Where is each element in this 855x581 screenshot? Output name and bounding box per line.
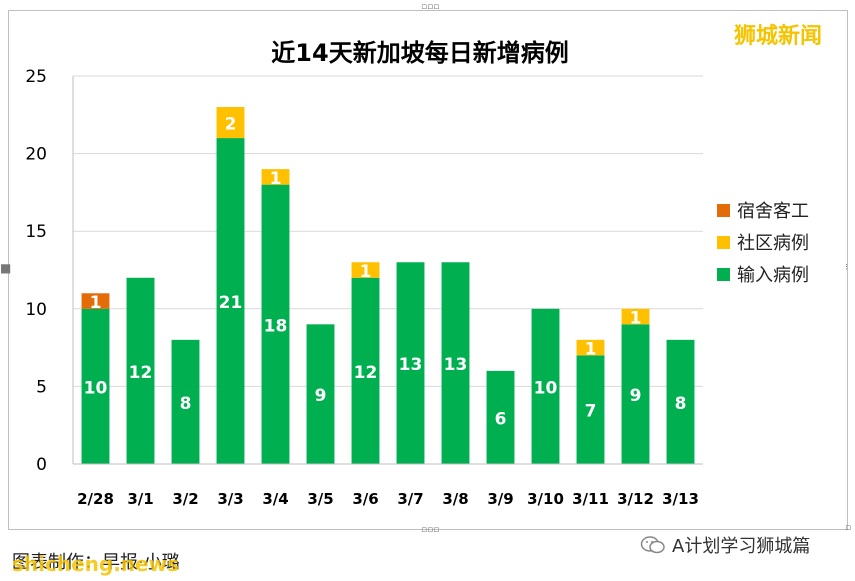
x-tick-label: 2/28 bbox=[77, 490, 114, 508]
gridlines bbox=[73, 75, 703, 465]
resize-handle-corner[interactable]: ▫ bbox=[845, 523, 852, 533]
bar-segment bbox=[261, 184, 290, 464]
y-axis: 0 5 10 15 20 25 bbox=[25, 67, 74, 475]
data-label: 1 bbox=[270, 169, 282, 189]
bar-segment bbox=[126, 277, 155, 464]
legend-swatch bbox=[717, 236, 730, 249]
data-label: 6 bbox=[495, 409, 507, 429]
legend-label: 社区病例 bbox=[737, 233, 809, 254]
y-tick-label: 25 bbox=[25, 67, 47, 87]
bar-segment bbox=[396, 262, 425, 464]
legend-label: 输入病例 bbox=[737, 265, 809, 286]
legend-swatch bbox=[717, 204, 730, 217]
chart-title: 近14天新加坡每日新增病例 bbox=[271, 39, 568, 67]
bar-segment bbox=[441, 262, 470, 464]
data-label: 10 bbox=[84, 378, 108, 398]
data-label: 12 bbox=[354, 363, 378, 383]
data-label: 21 bbox=[219, 293, 243, 313]
wechat-icon bbox=[640, 536, 665, 554]
resize-handle-right[interactable]: ⁝ bbox=[845, 263, 848, 273]
data-label: 12 bbox=[129, 363, 153, 383]
data-label: 2 bbox=[225, 115, 237, 135]
x-tick-label: 3/10 bbox=[527, 490, 564, 508]
data-label: 10 bbox=[534, 378, 558, 398]
bar-segment bbox=[351, 277, 380, 464]
resize-handle-left[interactable]: ■ bbox=[0, 261, 12, 275]
bar-segment bbox=[216, 138, 245, 464]
data-label: 1 bbox=[90, 293, 102, 313]
x-tick-label: 3/9 bbox=[487, 490, 513, 508]
x-tick-label: 3/3 bbox=[217, 490, 243, 508]
x-tick-label: 3/11 bbox=[572, 490, 609, 508]
source-credit: A计划学习狮城篇 bbox=[640, 532, 810, 558]
data-label: 13 bbox=[444, 355, 468, 375]
data-label: 8 bbox=[675, 394, 687, 414]
bar-segment bbox=[531, 308, 560, 464]
y-tick-label: 20 bbox=[25, 145, 47, 165]
y-tick-label: 5 bbox=[36, 377, 47, 397]
legend-swatch bbox=[717, 268, 730, 281]
bar-segment bbox=[666, 339, 695, 464]
data-label: 1 bbox=[585, 340, 597, 360]
bar-segment bbox=[216, 107, 245, 139]
data-label: 7 bbox=[585, 402, 597, 422]
x-tick-label: 3/6 bbox=[352, 490, 378, 508]
y-tick-label: 0 bbox=[36, 455, 47, 475]
data-label: 18 bbox=[264, 316, 288, 336]
resize-handle-top[interactable]: ▫▫▫ bbox=[421, 2, 440, 12]
data-label: 1 bbox=[630, 309, 642, 329]
bar-segment bbox=[171, 339, 200, 464]
resize-handle-bottom[interactable]: ▫▫▫ bbox=[421, 525, 440, 535]
data-label: 9 bbox=[630, 386, 642, 406]
x-tick-label: 3/5 bbox=[307, 490, 333, 508]
x-tick-label: 3/4 bbox=[262, 490, 288, 508]
x-axis: 2/28 3/1 3/2 3/3 3/4 3/5 3/6 3/7 3/8 3/9 3/10 3/11 3… bbox=[73, 463, 703, 508]
site-watermark: shicheng.news bbox=[12, 552, 179, 576]
data-label: 9 bbox=[315, 386, 327, 406]
y-tick-label: 15 bbox=[25, 222, 47, 242]
data-label: 13 bbox=[399, 355, 423, 375]
watermark-text: 狮城新闻 bbox=[734, 24, 823, 49]
chart-caption: 图表制作：早报·小璐 bbox=[12, 552, 180, 573]
y-tick-label: 10 bbox=[25, 300, 47, 320]
data-label: 8 bbox=[180, 394, 192, 414]
bar-segment bbox=[81, 293, 110, 309]
bar-segment bbox=[306, 324, 335, 464]
bar-segment bbox=[351, 262, 380, 278]
bar-segment bbox=[261, 169, 290, 185]
x-tick-label: 3/13 bbox=[662, 490, 699, 508]
bar-segment bbox=[486, 370, 515, 464]
legend-label: 宿舍客工 bbox=[737, 201, 809, 222]
chart-frame: 近14天新加坡每日新增病例 0 5 10 15 20 25 10 1 12 8 21 2 18 1 9 12… bbox=[8, 10, 848, 530]
source-label: A计划学习狮城篇 bbox=[672, 536, 811, 557]
bar-segment bbox=[621, 308, 650, 325]
data-label: 1 bbox=[360, 262, 372, 282]
x-tick-label: 3/8 bbox=[442, 490, 468, 508]
x-tick-label: 3/12 bbox=[617, 490, 654, 508]
bar-segment bbox=[621, 324, 650, 464]
bar-segment bbox=[576, 339, 605, 356]
x-tick-label: 3/2 bbox=[172, 490, 198, 508]
bar-segment bbox=[576, 355, 605, 464]
x-tick-label: 3/1 bbox=[127, 490, 153, 508]
bar-segment bbox=[81, 308, 110, 464]
x-tick-label: 3/7 bbox=[397, 490, 423, 508]
